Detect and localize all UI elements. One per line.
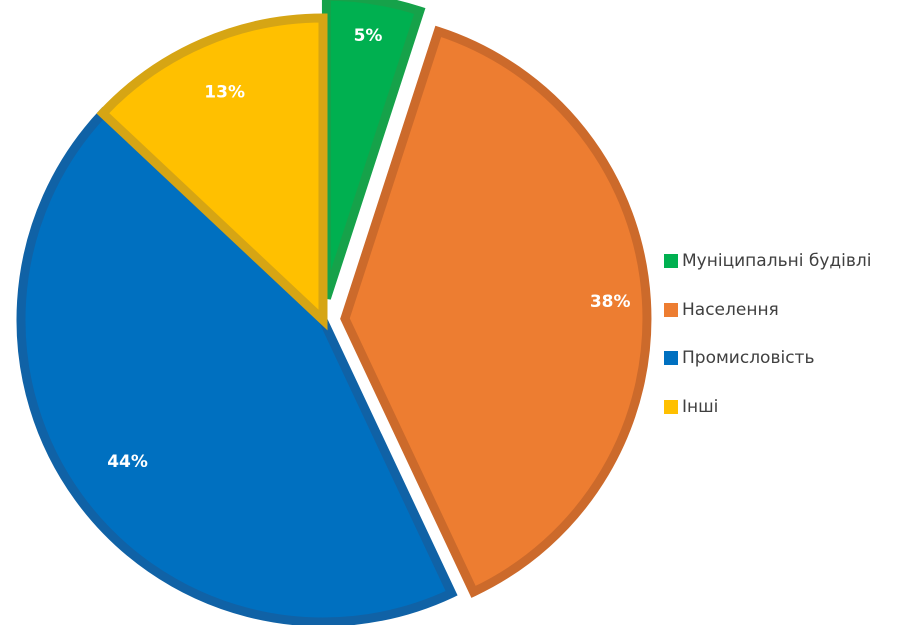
- legend-item-industry: Промисловість: [664, 346, 871, 370]
- legend-swatch: [664, 351, 678, 365]
- data-label-1: 38%: [590, 292, 631, 312]
- data-label-3: 13%: [204, 83, 245, 103]
- pie-slice-0: [321, 0, 426, 300]
- pie-slice-2: [16, 106, 458, 625]
- legend-item-municipal-buildings: Муніципальні будівлі: [664, 249, 871, 273]
- legend-label: Населення: [682, 299, 779, 320]
- legend-swatch: [664, 254, 678, 268]
- legend: Муніципальні будівлі Населення Промислов…: [664, 249, 871, 443]
- pie-slice-3: [96, 13, 328, 331]
- legend-label: Муніципальні будівлі: [682, 251, 872, 271]
- legend-item-population: Населення: [664, 298, 871, 322]
- legend-swatch: [664, 302, 678, 317]
- legend-label: Промисловість: [682, 348, 815, 368]
- legend-item-others: Інші: [664, 395, 871, 419]
- data-label-2: 44%: [107, 452, 148, 472]
- pie-slice-1: [340, 25, 652, 598]
- legend-swatch: [664, 399, 678, 414]
- data-label-0: 5%: [354, 26, 383, 46]
- legend-label: Інші: [682, 396, 719, 417]
